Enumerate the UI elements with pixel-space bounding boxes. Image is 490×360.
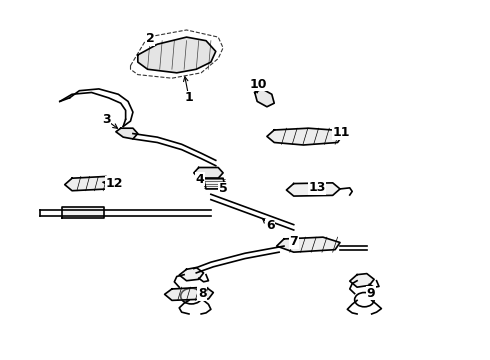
Text: 6: 6 — [266, 219, 275, 232]
Polygon shape — [194, 167, 223, 178]
Polygon shape — [255, 89, 274, 107]
Polygon shape — [179, 267, 203, 281]
Text: 5: 5 — [219, 183, 227, 195]
Polygon shape — [267, 128, 343, 145]
Polygon shape — [65, 176, 114, 191]
Polygon shape — [138, 37, 216, 73]
Text: 4: 4 — [196, 173, 204, 186]
Text: 10: 10 — [250, 78, 268, 91]
Polygon shape — [277, 237, 340, 252]
Text: 1: 1 — [185, 91, 194, 104]
Polygon shape — [287, 183, 340, 196]
Text: 7: 7 — [290, 235, 298, 248]
Text: 9: 9 — [367, 287, 375, 300]
Polygon shape — [165, 287, 213, 300]
Text: 3: 3 — [102, 113, 110, 126]
Polygon shape — [350, 274, 374, 287]
Text: 2: 2 — [146, 32, 154, 45]
Polygon shape — [203, 178, 225, 189]
Text: 13: 13 — [308, 181, 326, 194]
Polygon shape — [116, 128, 138, 139]
Text: 8: 8 — [198, 287, 206, 300]
Text: 11: 11 — [333, 126, 350, 139]
Text: 12: 12 — [106, 177, 123, 190]
Polygon shape — [62, 207, 104, 217]
